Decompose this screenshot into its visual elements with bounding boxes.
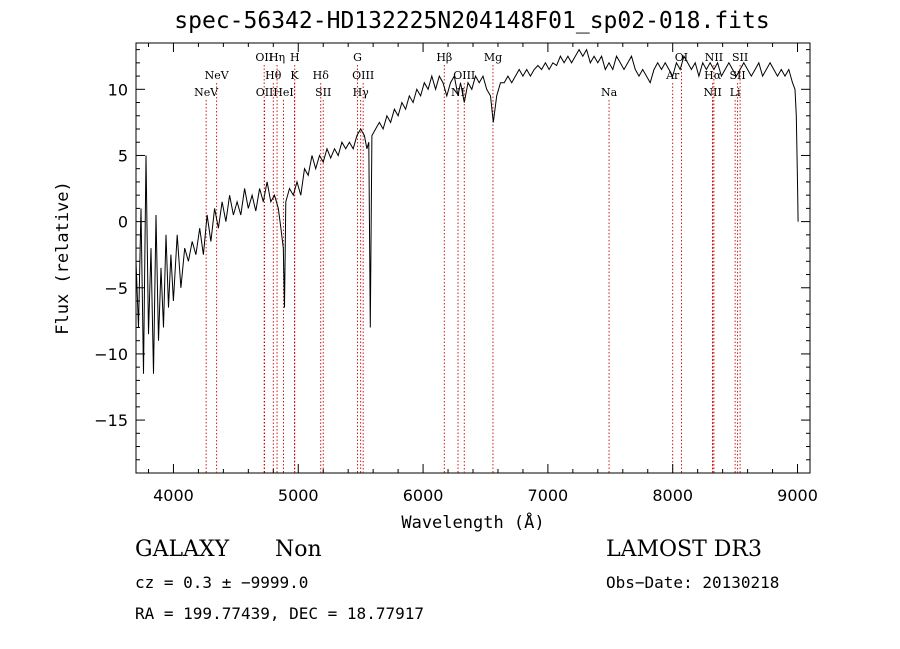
line-label-oii: OII [255,51,273,64]
x-tick-label: 4000 [153,486,194,505]
line-label-hη: Hη [269,51,285,64]
x-axis-label: Wavelength (Å) [401,511,544,533]
line-label-sii: SII [315,86,331,99]
line-label-hγ: Hγ [353,86,370,99]
line-label-sii: SII [732,51,748,64]
object-subclass: Non [275,537,322,562]
object-class: GALAXY [135,537,230,562]
observation-date: Obs−Date: 20130218 [606,573,780,592]
y-tick-label: 0 [118,213,128,232]
line-label-nii: NII [705,51,723,64]
line-label-h: H [290,51,300,64]
y-tick-label: −10 [94,345,128,364]
line-label-oiii: OIII [453,69,475,82]
coordinates: RA = 199.77439, DEC = 18.77917 [135,604,424,623]
y-tick-label: −15 [94,411,128,430]
x-tick-label: 6000 [403,486,444,505]
x-tick-label: 9000 [777,486,818,505]
line-label-oi: OI [675,51,688,64]
line-label-ar: Ar [665,69,680,82]
y-tick-label: 5 [118,146,128,165]
line-label-sii: SII [729,69,745,82]
line-label-hδ: Hδ [313,69,330,82]
x-tick-label: 8000 [652,486,693,505]
line-label-nev: NeV [205,69,230,82]
line-label-li: Li [730,86,741,99]
y-axis-label: Flux (relative) [53,181,73,335]
line-label-hθ: Hθ [265,69,282,82]
spectrum-line [135,48,799,374]
x-tick-label: 7000 [528,486,569,505]
line-label-nii: NII [703,86,721,99]
survey-name: LAMOST DR3 [606,537,762,562]
line-label-na: Na [601,86,618,99]
line-label-nev: NeV [194,86,219,99]
y-tick-label: 10 [108,80,128,99]
line-label-hβ: Hβ [436,51,452,64]
line-label-g: G [353,51,362,64]
redshift-cz: cz = 0.3 ± −9999.0 [135,573,309,592]
line-label-ni: NI [451,86,465,99]
line-label-hei: HeI [273,86,293,99]
line-label-oiii: OIII [352,69,374,82]
line-label-hα: Hα [704,69,722,82]
line-label-k: K [290,69,299,82]
y-tick-label: −5 [104,279,128,298]
x-tick-label: 5000 [278,486,319,505]
line-label-mg: Mg [484,51,502,64]
chart-title: spec-56342-HD132225N204148F01_sp02-018.f… [174,8,770,34]
plot-frame [135,42,811,474]
line-label-oii: OII [256,86,274,99]
